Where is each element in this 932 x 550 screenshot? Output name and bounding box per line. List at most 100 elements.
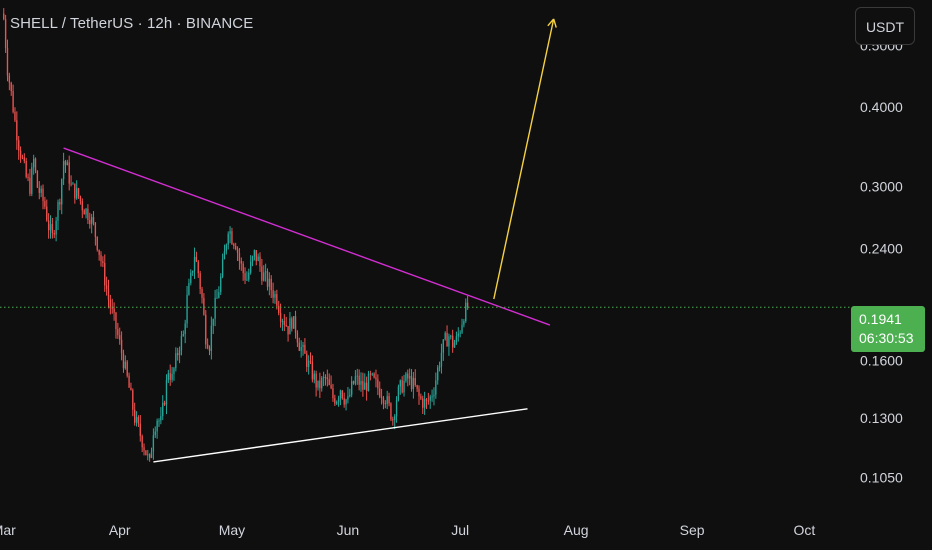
candle-body: [87, 208, 89, 220]
time-axis[interactable]: Mar Apr May Jun Jul Aug Sep Oct: [0, 522, 815, 538]
candle-body: [210, 325, 213, 351]
candle-body: [184, 323, 186, 335]
candle-body: [74, 183, 76, 199]
candle-body: [19, 150, 22, 158]
candle-body: [135, 416, 138, 423]
x-tick-label: Apr: [109, 522, 131, 538]
candle-body: [349, 394, 351, 397]
candle-body: [165, 379, 168, 405]
candle-body: [227, 233, 229, 245]
resistance-line[interactable]: [63, 147, 551, 326]
candle-body: [259, 256, 261, 267]
candle-body: [68, 162, 70, 184]
candle-body: [334, 398, 336, 404]
candle-body: [394, 416, 396, 420]
candle-body: [266, 271, 269, 287]
candle-body: [32, 158, 35, 168]
candle-body: [240, 260, 242, 264]
candle-body: [294, 316, 297, 333]
candle-body: [214, 297, 216, 319]
candle-body: [306, 353, 308, 367]
candle-body: [341, 390, 343, 399]
candles-layer: [3, 8, 469, 462]
candle-body: [401, 380, 403, 393]
candle-body: [362, 380, 364, 390]
candle-body: [85, 208, 87, 215]
candle-body: [380, 396, 383, 398]
candle-body: [4, 19, 7, 48]
candle-body: [293, 316, 295, 329]
candle-body: [111, 307, 113, 309]
candle-body: [130, 387, 132, 391]
candle-body: [465, 302, 467, 322]
candle-body: [324, 377, 327, 379]
candle-body: [410, 376, 413, 390]
candle-body: [283, 321, 285, 325]
candle-body: [264, 271, 267, 273]
candle-body: [235, 245, 237, 250]
candle-body: [173, 368, 175, 374]
candle-body: [339, 390, 342, 399]
projection-arrow[interactable]: [493, 18, 555, 300]
candle-body: [57, 202, 59, 221]
support-line[interactable]: [153, 408, 528, 463]
candle-body: [347, 396, 349, 400]
candle-body: [371, 373, 373, 375]
candle-body: [354, 376, 357, 384]
candle-body: [46, 206, 48, 221]
candle-body: [47, 220, 50, 231]
candle-body: [291, 318, 293, 329]
candle-body: [272, 290, 274, 298]
candle-body: [253, 250, 256, 257]
candle-body: [322, 377, 325, 379]
candle-body: [77, 188, 80, 197]
candle-body: [300, 347, 302, 351]
candle-body: [154, 431, 156, 436]
candle-body: [186, 294, 188, 324]
candle-body: [79, 196, 82, 202]
candle-body: [119, 335, 121, 340]
candle-body: [49, 224, 52, 231]
candle-body: [364, 382, 366, 390]
candle-body: [399, 380, 401, 387]
candle-body: [408, 376, 411, 379]
candle-body: [255, 250, 257, 261]
candle-body: [53, 233, 55, 235]
candle-body: [328, 379, 330, 385]
candle-body: [178, 350, 181, 356]
candle-body: [289, 318, 291, 335]
candle-body: [10, 82, 12, 92]
candle-body: [195, 256, 198, 262]
candle-body: [25, 161, 27, 177]
candle-body: [193, 256, 196, 271]
price-axis[interactable]: 0.50000.40000.30000.24000.16000.13000.10…: [860, 37, 903, 485]
candle-body: [134, 409, 136, 423]
candle-body: [414, 378, 416, 386]
candle-body: [343, 398, 345, 405]
candle-body: [298, 342, 300, 351]
candle-body: [466, 302, 469, 308]
candle-body: [66, 162, 69, 166]
candle-body: [412, 378, 415, 390]
candle-body: [427, 400, 430, 402]
candle-body: [365, 382, 368, 391]
currency-button[interactable]: USDT: [855, 7, 915, 45]
x-tick-label: Aug: [564, 522, 589, 538]
candle-body: [377, 379, 379, 389]
candle-body: [440, 352, 443, 367]
candle-body: [311, 361, 314, 380]
candle-body: [373, 373, 375, 378]
candle-body: [438, 366, 441, 368]
candle-body: [169, 373, 171, 380]
candle-body: [34, 158, 37, 172]
candle-body: [337, 398, 340, 402]
candle-body: [197, 261, 199, 274]
candle-body: [160, 416, 162, 421]
candle-body: [14, 111, 16, 121]
candle-body: [356, 375, 358, 377]
candle-body: [453, 342, 456, 348]
candle-body: [96, 236, 98, 250]
arrowhead: [547, 18, 555, 27]
candle-body: [367, 373, 370, 391]
